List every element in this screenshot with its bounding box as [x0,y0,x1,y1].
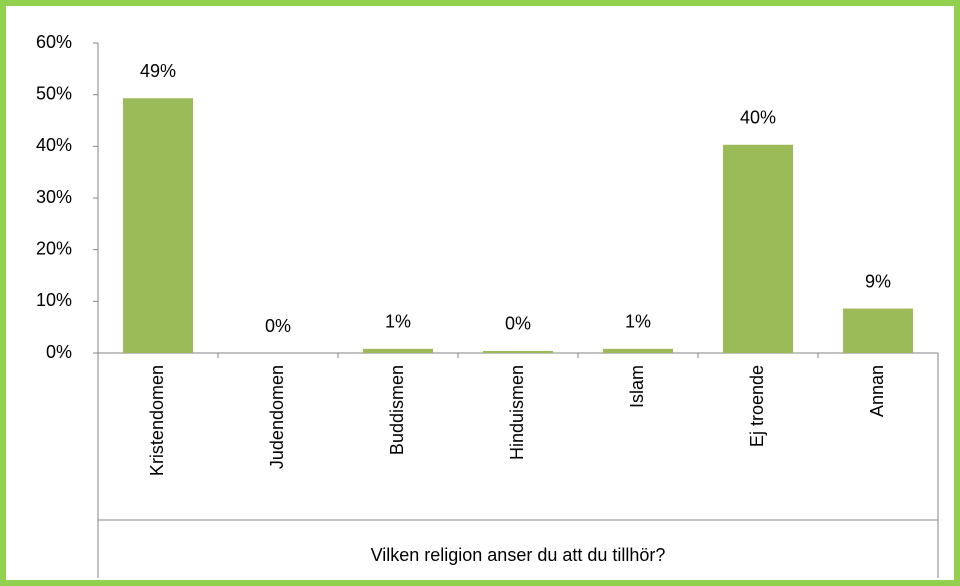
data-label: 40% [740,108,776,128]
x-axis-title: Vilken religion anser du att du tillhör? [371,545,666,565]
data-label: 0% [505,314,531,334]
data-label: 1% [385,312,411,332]
bar [363,348,433,353]
y-tick-label: 50% [36,83,72,103]
y-tick-label: 10% [36,290,72,310]
bar [843,308,913,353]
data-label: 9% [865,271,891,291]
data-label: 0% [265,316,291,336]
data-label: 1% [625,312,651,332]
bar [123,98,193,354]
x-tick-label: Buddismen [387,365,407,455]
y-tick-label: 60% [36,32,72,52]
y-tick-label: 40% [36,135,72,155]
x-tick-label: Hinduismen [507,365,527,460]
y-tick-label: 20% [36,238,72,258]
y-tick-label: 30% [36,187,72,207]
bar [603,348,673,353]
data-label: 49% [140,61,176,81]
x-tick-label: Judendomen [267,365,287,469]
bar [723,144,793,353]
x-tick-label: Annan [867,365,887,417]
y-tick-label: 0% [46,342,72,362]
x-tick-label: Kristendomen [147,365,167,476]
bar [483,350,553,353]
x-tick-label: Islam [627,365,647,408]
x-tick-label: Ej troende [747,365,767,447]
